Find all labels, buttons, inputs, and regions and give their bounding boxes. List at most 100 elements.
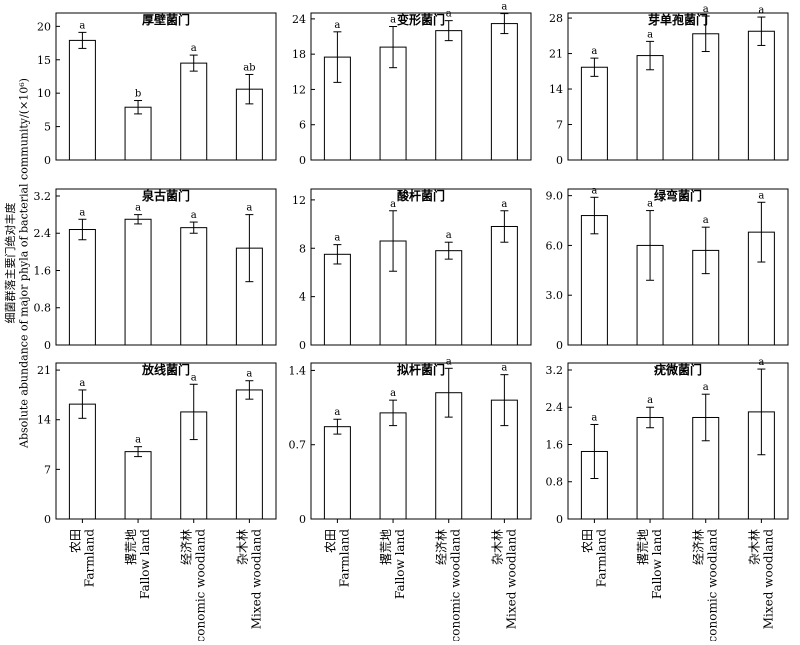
panel-7-ytick-label: 21 — [37, 364, 51, 377]
panel-9-xlabel-en: Mixed woodland — [761, 529, 775, 630]
panel-1-frame — [55, 12, 277, 161]
panel-9-xlabel-en: Fallow land — [650, 529, 664, 599]
panel-4-frame — [55, 188, 277, 346]
panel-3-bar — [580, 66, 608, 161]
panel-1-sig-label: a — [79, 20, 85, 31]
panel-9-xlabel-en: Farmland — [594, 529, 608, 588]
panel-2-frame — [310, 12, 532, 161]
panel-9-ytick-label: 1.6 — [546, 438, 564, 451]
panel-1-title: 厚壁菌门 — [142, 12, 190, 27]
panel-7-frame — [55, 362, 277, 520]
panel-8-sig-label: a — [501, 363, 507, 374]
panel-2-title: 变形菌门 — [397, 12, 445, 27]
panel-8-title: 拟杆菌门 — [397, 362, 445, 377]
panel-6-sig-label: a — [591, 185, 597, 196]
panel-2-bar — [490, 23, 518, 161]
panel-6-sig-label: a — [647, 199, 653, 210]
panel-7-sig-label: a — [191, 372, 197, 383]
panel-1-bar — [124, 106, 152, 161]
panel-3-ytick-label: 0 — [556, 154, 563, 167]
panel-9-ytick-label: 3.2 — [546, 364, 564, 377]
y-axis-label-chinese: 细菌群落主要门绝对丰度 — [4, 202, 17, 324]
panel-7-bar — [124, 451, 152, 520]
panel-8-xlabel-en: Fallow land — [393, 529, 407, 599]
panel-9-xlabel-en: Economic woodland — [706, 529, 720, 641]
panel-7-xlabel-en: Mixed woodland — [249, 529, 263, 630]
panel-5-bar — [435, 250, 463, 346]
panel-5-bar — [490, 225, 518, 346]
panel-3-ytick-label: 28 — [549, 12, 563, 25]
panel-1-ytick-label: 10 — [37, 87, 51, 100]
panel-7-xlabel-cn: 经济林 — [179, 529, 194, 565]
panel-8-sig-label: a — [334, 407, 340, 418]
panel-2-ytick-label: 18 — [292, 48, 306, 61]
panel-4-bar — [180, 227, 208, 346]
panel-6-sig-label: a — [758, 190, 764, 201]
panel-1-sig-label: a — [191, 43, 197, 54]
panel-9-xlabel-cn: 杂木林 — [747, 529, 761, 565]
panel-4-sig-label: a — [246, 203, 252, 214]
panel-3-title: 芽单孢菌门 — [648, 12, 708, 27]
panel-1-sig-label: ab — [243, 62, 255, 73]
panel-3-sig-label: a — [758, 5, 764, 16]
panel-9-xlabel-cn: 经济林 — [691, 529, 706, 565]
panel-2-sig-label: a — [446, 9, 452, 20]
panel-7-ytick-label: 0 — [44, 513, 51, 526]
panel-5-ytick-label: 12 — [292, 194, 306, 207]
panel-8-xlabel-cn: 农田 — [323, 529, 337, 553]
panel-4-ytick-label: 2.4 — [34, 227, 52, 240]
panel-7-ytick-label: 14 — [37, 414, 51, 427]
panel-3-sig-label: a — [591, 46, 597, 57]
panel-4-bar — [124, 218, 152, 346]
panel-6-bar — [580, 215, 608, 346]
panel-1-bar — [180, 62, 208, 161]
panel-5-ytick-label: 0 — [299, 339, 306, 352]
panel-2-sig-label: a — [334, 20, 340, 31]
panel-1-ytick-label: 5 — [44, 121, 51, 134]
panel-8-frame — [310, 362, 532, 520]
panel-6-ytick-label: 9.0 — [546, 190, 564, 203]
panel-5-bar — [323, 253, 351, 346]
panel-8-ytick-label: 0.7 — [289, 439, 307, 452]
panel-8-xlabel-en: Economic woodland — [449, 529, 463, 641]
panel-5-sig-label: a — [501, 199, 507, 210]
panel-5-frame — [310, 188, 532, 346]
panel-3-ytick-label: 14 — [549, 83, 563, 96]
panel-5-ytick-label: 4 — [299, 291, 306, 304]
panel-4-ytick-label: 3.2 — [34, 190, 52, 203]
panel-6-ytick-label: 3.0 — [546, 289, 564, 302]
panel-1-ytick-label: 0 — [44, 154, 51, 167]
panel-9-sig-label: a — [703, 382, 709, 393]
panel-8-bar — [323, 426, 351, 520]
panel-8-ytick-label: 1.4 — [289, 364, 307, 377]
panel-7-xlabel-en: Farmland — [82, 529, 96, 588]
panel-5-sig-label: a — [334, 233, 340, 244]
panel-7-sig-label: a — [135, 435, 141, 446]
panel-9-sig-label: a — [758, 357, 764, 368]
panel-8-xlabel-cn: 经济林 — [434, 529, 449, 565]
panel-6-sig-label: a — [703, 215, 709, 226]
panel-3-ytick-label: 21 — [549, 48, 563, 61]
panel-3-frame — [567, 12, 789, 161]
panel-7-xlabel-en: Economic woodland — [194, 529, 208, 641]
panel-5-ytick-label: 8 — [299, 242, 306, 255]
panel-7-xlabel-cn: 农田 — [68, 529, 82, 553]
panel-2-sig-label: a — [501, 2, 507, 13]
panel-5-title: 酸杆菌门 — [397, 188, 445, 203]
panel-7-xlabel-cn: 杂木林 — [235, 529, 249, 565]
panel-8-xlabel-en: Mixed woodland — [504, 529, 518, 630]
panel-3-ytick-label: 7 — [556, 119, 563, 132]
panel-9-ytick-label: 0 — [556, 513, 563, 526]
panel-3-bar — [692, 33, 720, 161]
panel-8-xlabel-cn: 撂荒地 — [379, 529, 393, 565]
panel-4-title: 泉古菌门 — [142, 188, 190, 203]
panel-8-xlabel-cn: 杂木林 — [490, 529, 504, 565]
panel-9-xlabel-cn: 农田 — [580, 529, 594, 553]
panel-9-ytick-label: 2.4 — [546, 401, 564, 414]
panel-7-sig-label: a — [246, 369, 252, 380]
panel-1-sig-label: b — [135, 89, 141, 100]
panel-9-sig-label: a — [647, 395, 653, 406]
panel-4-sig-label: a — [79, 207, 85, 218]
panel-9-ytick-label: 0.8 — [546, 476, 564, 489]
